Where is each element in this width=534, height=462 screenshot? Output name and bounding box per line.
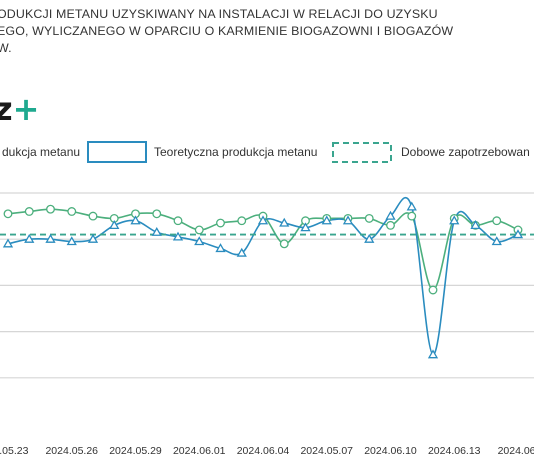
marker-theoretical-4: [88, 211, 98, 221]
marker-theoretical-18: [386, 220, 395, 230]
marker-theoretical-23: [492, 216, 502, 226]
chart-legend: dukcja metanu Teoretyczna produkcja meta…: [2, 141, 530, 163]
marker-actual-22: [470, 220, 481, 229]
marker-actual-14: [300, 222, 311, 232]
marker-actual-8: [172, 231, 184, 241]
marker-actual-21: [449, 215, 460, 225]
marker-theoretical-10: [216, 218, 225, 228]
marker-actual-24: [512, 229, 524, 239]
logo-letter: z: [0, 90, 13, 128]
x-tick-label-0: 24.05.23: [0, 445, 29, 457]
marker-actual-3: [66, 236, 77, 246]
marker-actual-13: [279, 217, 290, 227]
marker-actual-18: [385, 210, 396, 220]
marker-actual-19: [406, 201, 417, 211]
marker-actual-15: [321, 215, 332, 225]
marker-actual-10: [215, 243, 226, 253]
marker-theoretical-19: [407, 211, 417, 221]
marker-theoretical-20: [428, 285, 438, 295]
marker-theoretical-13: [279, 239, 289, 249]
marker-actual-11: [236, 247, 247, 257]
marker-theoretical-17: [364, 213, 374, 223]
brand-logo: z+: [0, 92, 39, 126]
chart-markers: [2, 201, 524, 359]
legend-label-demand: Dobowe zapotrzebowan: [401, 145, 530, 159]
marker-theoretical-11: [237, 216, 247, 226]
chart-title: ODUKCJI METANU UZYSKIWANY NA INSTALACJI …: [0, 6, 534, 57]
marker-actual-6: [130, 215, 141, 225]
marker-actual-9: [194, 236, 205, 246]
marker-theoretical-7: [152, 209, 162, 219]
marker-theoretical-1: [24, 207, 34, 216]
marker-theoretical-9: [194, 225, 204, 235]
marker-theoretical-8: [173, 216, 183, 226]
marker-actual-4: [87, 233, 99, 243]
marker-actual-16: [342, 215, 354, 225]
chart-title-line-3: W.: [0, 41, 12, 55]
x-tick-label-15: 2024.05.07: [300, 445, 353, 457]
marker-actual-7: [151, 226, 162, 236]
marker-actual-2: [45, 233, 56, 243]
x-tick-label-24: 2024.06.: [498, 445, 534, 457]
marker-theoretical-3: [67, 207, 77, 216]
plus-icon: +: [12, 90, 40, 128]
marker-actual-17: [364, 233, 375, 243]
x-tick-label-12: 2024.06.04: [237, 445, 290, 457]
x-tick-label-3: 2024.05.26: [45, 445, 98, 457]
x-tick-label-6: 2024.05.29: [109, 445, 162, 457]
x-tick-label-9: 2024.06.01: [173, 445, 226, 457]
marker-actual-0: [2, 238, 14, 248]
legend-label-actual: dukcja metanu: [2, 145, 80, 159]
marker-actual-1: [24, 233, 35, 243]
marker-actual-12: [257, 215, 269, 225]
marker-theoretical-0: [3, 209, 13, 219]
x-tick-label-18: 2024.06.10: [364, 445, 417, 457]
x-axis-ticks: 24.05.23 2024.05.26 2024.05.29 2024.06.01 20…: [0, 445, 534, 457]
marker-actual-5: [109, 220, 120, 229]
marker-theoretical-2: [46, 204, 55, 214]
chart-title-line-1: ODUKCJI METANU UZYSKIWANY NA INSTALACJI …: [0, 7, 438, 21]
legend-label-theoretical: Teoretyczna produkcja metanu: [154, 145, 317, 159]
marker-actual-23: [491, 236, 502, 246]
chart-title-line-2: EGO, WYLICZANEGO W OPARCIU O KARMIENIE B…: [0, 24, 454, 38]
marker-actual-20: [427, 349, 439, 359]
legend-swatch-demand: [332, 142, 392, 163]
legend-swatch-theoretical: [87, 141, 147, 163]
x-tick-label-21: 2024.06.13: [428, 445, 481, 457]
